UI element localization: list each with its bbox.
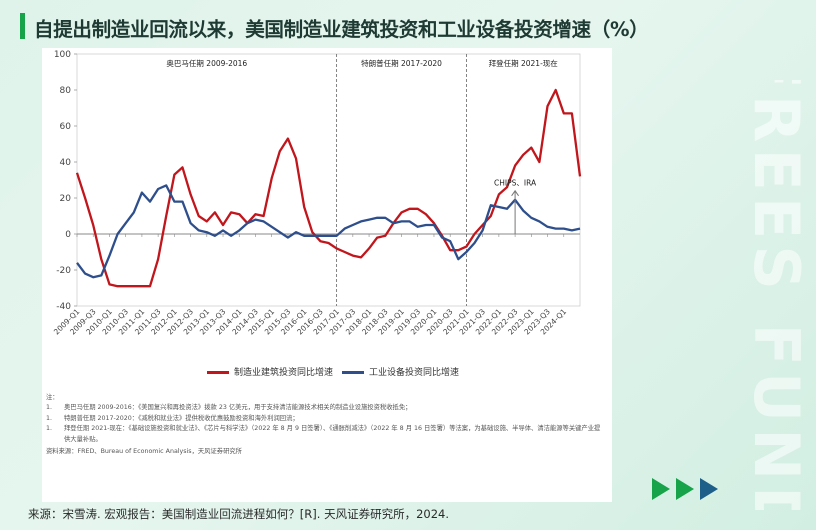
note-item: 1. 奥巴马任期 2009-2016：《美国复兴和再投资法》拨款 23 亿美元，用… bbox=[46, 403, 606, 413]
title-accent-bar bbox=[20, 13, 25, 39]
note-text: 拜登任期 2021-现在：《基础设施投资和就业法》、《芯片与科学法》（2022 … bbox=[64, 425, 601, 443]
data-source: 资料来源：FRED、Bureau of Economic Analysis，天风… bbox=[46, 448, 242, 456]
series-equipment-line bbox=[76, 184, 581, 279]
series-construction-line bbox=[75, 88, 582, 288]
notes-heading: 注： bbox=[46, 394, 59, 401]
play-arrow-icon bbox=[676, 478, 694, 500]
note-text: 奥巴马任期 2009-2016：《美国复兴和再投资法》拨款 23 亿美元，用于支… bbox=[64, 404, 412, 412]
legend-label: 工业设备投资同比增速 bbox=[369, 368, 460, 378]
y-tick-label: -20 bbox=[56, 266, 71, 276]
y-tick-label: 20 bbox=[60, 194, 72, 204]
play-arrow-icon bbox=[700, 478, 718, 500]
legend-swatch-red bbox=[207, 371, 229, 374]
period-label: 拜登任期 2021-现在 bbox=[489, 58, 559, 68]
arrow-decoration bbox=[652, 478, 724, 504]
notes: 注： 1. 奥巴马任期 2009-2016：《美国复兴和再投资法》拨款 23 亿美… bbox=[46, 393, 606, 457]
svg-text:FREES FUND: FREES FUND bbox=[740, 80, 810, 510]
y-tick-label: 0 bbox=[65, 230, 71, 240]
note-item: 1. 特朗普任期 2017-2020：《减税和就业法》提供税收优惠鼓励投资和海外利… bbox=[46, 414, 606, 424]
note-number: 1. bbox=[46, 404, 53, 412]
watermark-text: FREES FUND bbox=[740, 80, 810, 510]
page-title: 自提出制造业回流以来，美国制造业建筑投资和工业设备投资增速（%） bbox=[34, 18, 649, 41]
period-label: 奥巴马任期 2009-2016 bbox=[166, 58, 247, 68]
note-number: 1. bbox=[46, 425, 53, 433]
plot-frame bbox=[76, 53, 581, 307]
legend-swatch-blue bbox=[342, 371, 364, 374]
y-tick-label: 60 bbox=[60, 122, 72, 132]
play-arrow-icon bbox=[652, 478, 670, 500]
y-tick-label: 100 bbox=[54, 50, 71, 60]
note-text: 特朗普任期 2017-2020：《减税和就业法》提供税收优惠鼓励投资和海外利润回… bbox=[64, 414, 299, 422]
note-number: 1. bbox=[46, 414, 53, 422]
legend-equipment: 工业设备投资同比增速 bbox=[342, 365, 459, 378]
y-tick-label: 40 bbox=[60, 158, 72, 168]
line-chart: -40-200204060801002009-Q12009-Q32010-Q12… bbox=[52, 50, 582, 337]
chart-card: -40 -20 0 20 40 60 80 100 2009-Q1 2009-Q3 2010-Q1 2… bbox=[42, 48, 612, 502]
annotation-label: CHIPS、IRA bbox=[494, 178, 537, 187]
legend-label: 制造业建筑投资同比增速 bbox=[234, 368, 334, 378]
annotation-arrowhead bbox=[511, 189, 520, 197]
source-citation: 来源：宋雪涛. 宏观报告：美国制造业回流进程如何？[R]. 天风证券研究所，20… bbox=[28, 507, 450, 521]
y-tick-label: -40 bbox=[56, 302, 71, 312]
note-item: 1. 拜登任期 2021-现在：《基础设施投资和就业法》、《芯片与科学法》（202… bbox=[46, 424, 606, 445]
y-tick-label: 80 bbox=[60, 86, 72, 96]
period-label: 特朗普任期 2017-2020 bbox=[361, 58, 442, 68]
legend-construction: 制造业建筑投资同比增速 bbox=[207, 365, 333, 378]
